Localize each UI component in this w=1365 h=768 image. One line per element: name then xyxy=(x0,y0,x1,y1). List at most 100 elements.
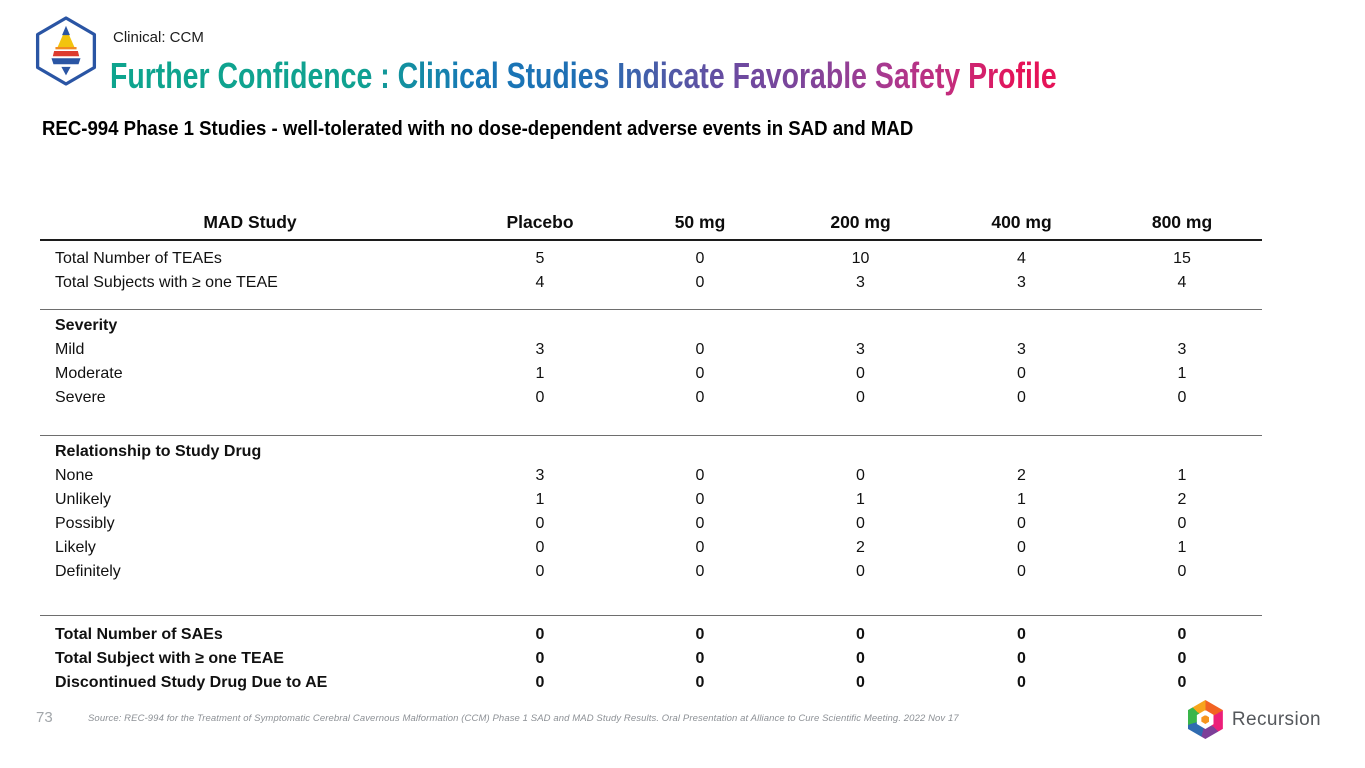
cell-value: 0 xyxy=(535,563,545,580)
section-heading: Relationship to Study Drug xyxy=(55,443,262,461)
column-header-mad-study: MAD Study xyxy=(40,205,460,241)
column-header-200-mg: 200 mg xyxy=(780,205,941,241)
cell-value: 0 xyxy=(535,674,545,691)
cell-value: 0 xyxy=(695,515,705,532)
cell-value: 0 xyxy=(695,539,705,556)
cell-value: 0 xyxy=(695,563,705,580)
cell-value: 1 xyxy=(535,365,545,382)
column-header-800-mg: 800 mg xyxy=(1102,205,1262,241)
cell-value: 0 xyxy=(856,626,865,643)
cell-value: 0 xyxy=(1177,515,1187,532)
cell-value: 0 xyxy=(1017,539,1026,556)
section-divider xyxy=(40,295,1262,310)
brand-logo: Recursion xyxy=(1187,700,1321,739)
cell-value: 0 xyxy=(695,389,705,406)
table-row: Unlikely 1 0 1 1 2 xyxy=(40,488,1262,512)
table-row: Total Number of SAEs 0 0 0 0 0 xyxy=(40,623,1262,647)
cell-value: 0 xyxy=(695,467,705,484)
column-header-50-mg: 50 mg xyxy=(620,205,780,241)
cell-value: 1 xyxy=(1177,467,1187,484)
cell-value: 0 xyxy=(535,389,545,406)
spacer-cell xyxy=(40,240,1262,247)
source-note: Source: REC-994 for the Treatment of Sym… xyxy=(88,713,959,724)
table-row: Mild 3 0 3 3 3 xyxy=(40,338,1262,362)
column-header-400-mg: 400 mg xyxy=(941,205,1102,241)
slide-subtitle: REC-994 Phase 1 Studies - well-tolerated… xyxy=(42,118,914,140)
cell-value: 1 xyxy=(535,491,545,508)
cell-value: 1 xyxy=(856,491,865,508)
cell-value: 0 xyxy=(1017,626,1026,643)
divider-line xyxy=(40,584,1262,616)
slide-title: Further Confidence : Clinical Studies In… xyxy=(110,55,1057,96)
row-label: Possibly xyxy=(55,515,115,532)
table-row: Severe 0 0 0 0 0 xyxy=(40,386,1262,410)
cell-value: 0 xyxy=(695,341,705,358)
column-header-placebo: Placebo xyxy=(460,205,620,241)
row-label: Total Subject with ≥ one TEAE xyxy=(55,650,284,667)
page-number: 73 xyxy=(36,709,53,726)
row-label: None xyxy=(55,467,94,484)
cell-value: 0 xyxy=(856,563,865,580)
section-heading-row: Severity xyxy=(40,309,1262,338)
cell-value: 2 xyxy=(856,539,865,556)
cell-value: 0 xyxy=(695,674,705,691)
row-label: Definitely xyxy=(55,563,121,580)
cell-value: 4 xyxy=(535,274,545,291)
recursion-hexagon-icon xyxy=(1187,700,1223,739)
cell-value: 3 xyxy=(1017,274,1026,291)
table-row: Discontinued Study Drug Due to AE 0 0 0 0 0 xyxy=(40,671,1262,695)
table-row: None 3 0 0 2 1 xyxy=(40,464,1262,488)
cell-value: 0 xyxy=(856,515,865,532)
section-heading-row: Relationship to Study Drug xyxy=(40,435,1262,464)
cell-value: 0 xyxy=(1017,563,1026,580)
hexagon-core xyxy=(1201,715,1210,724)
category-label: Clinical: CCM xyxy=(113,29,204,46)
cell-value: 0 xyxy=(535,626,545,643)
table-row: Total Number of TEAEs 5 0 10 4 15 xyxy=(40,247,1262,271)
cell-value: 0 xyxy=(1017,389,1026,406)
row-label: Severe xyxy=(55,389,106,406)
cell-value: 3 xyxy=(856,274,865,291)
row-label: Unlikely xyxy=(55,491,112,508)
cell-value: 0 xyxy=(1017,365,1026,382)
table-row: Moderate 1 0 0 0 1 xyxy=(40,362,1262,386)
cell-value: 0 xyxy=(695,250,705,267)
cell-value: 0 xyxy=(856,674,865,691)
row-label: Total Subjects with ≥ one TEAE xyxy=(55,274,278,291)
table-row: Possibly 0 0 0 0 0 xyxy=(40,512,1262,536)
cell-value: 15 xyxy=(1173,250,1191,267)
cell-value: 4 xyxy=(1017,250,1026,267)
cell-value: 3 xyxy=(535,467,545,484)
section-divider xyxy=(40,584,1262,616)
table-row: Likely 0 0 2 0 1 xyxy=(40,536,1262,560)
cell-value: 0 xyxy=(695,365,705,382)
table-row: Total Subjects with ≥ one TEAE 4 0 3 3 4 xyxy=(40,271,1262,295)
cell-value: 1 xyxy=(1017,491,1026,508)
cell-value: 0 xyxy=(1177,674,1187,691)
spacer-cell xyxy=(40,615,1262,623)
cell-value: 0 xyxy=(856,650,865,667)
section-spacer xyxy=(40,615,1262,623)
section-heading: Severity xyxy=(55,317,118,335)
table-row: Total Subject with ≥ one TEAE 0 0 0 0 0 xyxy=(40,647,1262,671)
table-row: Definitely 0 0 0 0 0 xyxy=(40,560,1262,584)
cell-value: 4 xyxy=(1177,274,1187,291)
safety-table: MAD Study Placebo 50 mg 200 mg 400 mg 800 mg … xyxy=(40,205,1262,695)
row-label: Total Number of SAEs xyxy=(55,626,223,643)
cell-value: 2 xyxy=(1017,467,1026,484)
cell-value: 1 xyxy=(1177,539,1187,556)
cell-value: 3 xyxy=(535,341,545,358)
row-label: Likely xyxy=(55,539,96,556)
cell-value: 0 xyxy=(535,515,545,532)
cell-value: 0 xyxy=(1017,674,1026,691)
cell-value: 0 xyxy=(1017,515,1026,532)
cell-value: 2 xyxy=(1177,491,1187,508)
brand-name: Recursion xyxy=(1231,708,1321,730)
cell-value: 3 xyxy=(1017,341,1026,358)
row-label: Mild xyxy=(55,341,85,358)
section-divider xyxy=(40,410,1262,436)
cell-value: 1 xyxy=(1177,365,1187,382)
cell-value: 0 xyxy=(1177,389,1187,406)
cell-value: 0 xyxy=(535,650,545,667)
